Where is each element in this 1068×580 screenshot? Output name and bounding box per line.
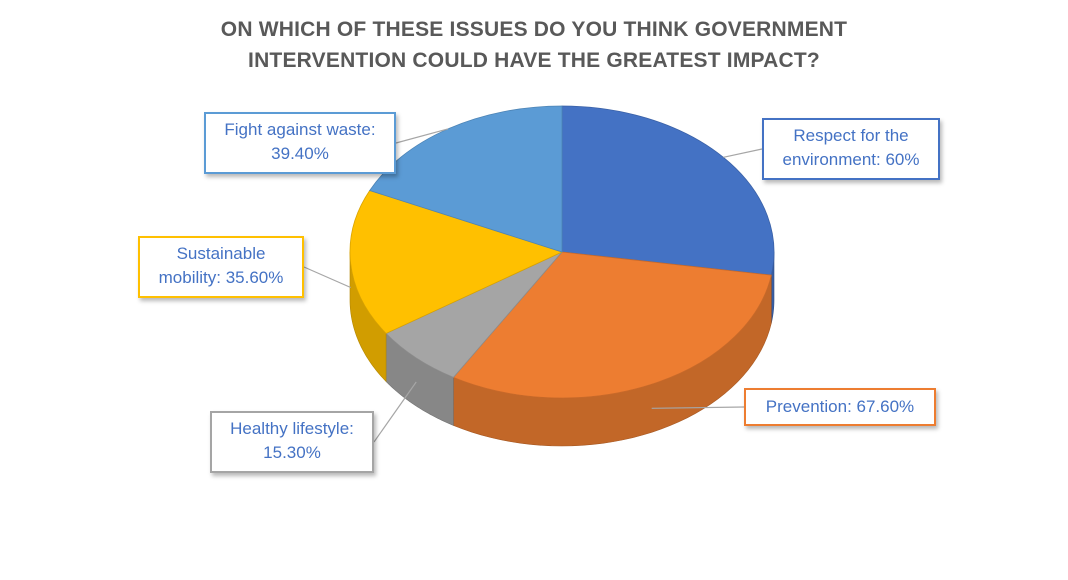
leader-line-sustainable-mobility bbox=[303, 266, 351, 289]
chart-title-line-2: INTERVENTION COULD HAVE THE GREATEST IMP… bbox=[248, 49, 820, 72]
data-label-line: mobility: 35.60% bbox=[158, 268, 284, 287]
leader-line-prevention bbox=[651, 406, 745, 409]
data-label-line: environment: 60% bbox=[782, 150, 920, 169]
chart-title-line-1: ON WHICH OF THESE ISSUES DO YOU THINK GO… bbox=[220, 18, 848, 41]
leader-line-respect-for-the-environment bbox=[723, 148, 763, 158]
pie-slice-sustainable-mobility bbox=[349, 190, 564, 334]
data-label-line: Respect for the bbox=[793, 126, 909, 145]
pie-slice-prevention bbox=[452, 251, 772, 399]
leader-line-healthy-lifestyle bbox=[373, 381, 417, 443]
data-label-prevention: Prevention: 67.60% bbox=[744, 388, 936, 426]
data-label-line: 39.40% bbox=[271, 144, 329, 163]
leader-lines bbox=[303, 128, 763, 443]
data-label-line: 15.30% bbox=[263, 443, 321, 462]
data-label-line: Prevention: 67.60% bbox=[765, 397, 915, 416]
data-label-sustainable-mobility: Sustainable mobility: 35.60% bbox=[138, 236, 304, 298]
data-label-fight-against-waste: Fight against waste: 39.40% bbox=[204, 112, 396, 174]
data-label-respect-for-the-environment: Respect for the environment: 60% bbox=[762, 118, 940, 180]
data-label-healthy-lifestyle: Healthy lifestyle: 15.30% bbox=[210, 411, 374, 473]
data-label-line: Fight against waste: bbox=[224, 120, 376, 139]
pie-slice-fight-against-waste bbox=[369, 105, 563, 253]
chart-title: ON WHICH OF THESE ISSUES DO YOU THINK GO… bbox=[0, 14, 1068, 76]
data-label-line: Healthy lifestyle: bbox=[230, 419, 354, 438]
leader-line-fight-against-waste bbox=[395, 128, 449, 144]
pie-slices bbox=[349, 105, 775, 399]
pie-slice-respect-for-the-environment bbox=[561, 105, 775, 276]
data-label-line: Sustainable bbox=[176, 244, 266, 263]
